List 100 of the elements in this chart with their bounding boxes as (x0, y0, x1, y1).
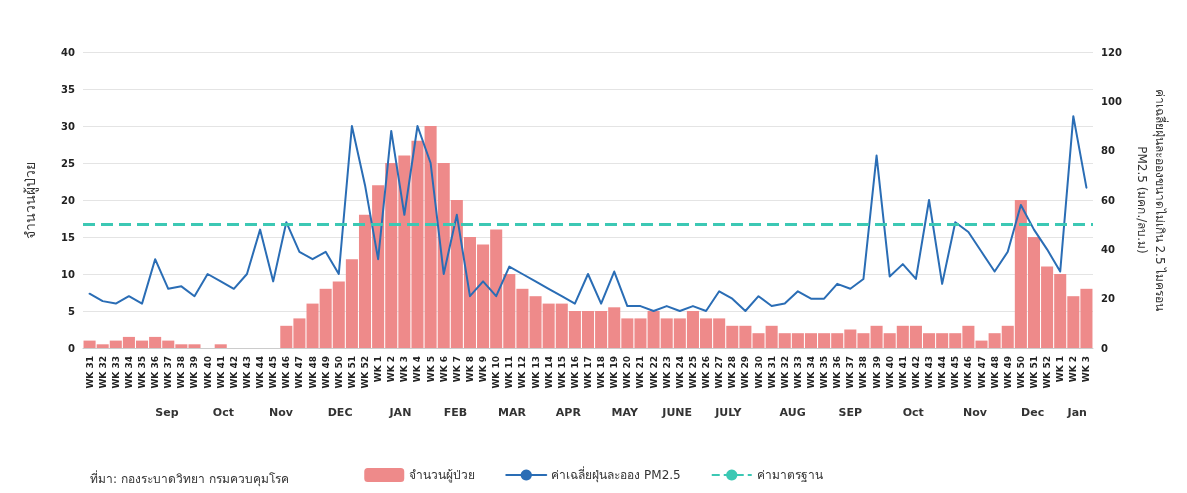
text: FEB (443, 405, 468, 419)
x-tick-label: WK 31 (766, 356, 777, 389)
x-tick-label: WK 20 (622, 356, 633, 389)
text: Oct (212, 405, 234, 419)
x-tick-label: WK 32 (779, 356, 790, 389)
x-tick-label: WK 36 (150, 356, 161, 389)
y2-tick-label: 100 (1101, 95, 1122, 107)
x-tick-label: WK 43 (241, 356, 252, 389)
x-tick-label: WK 6 (438, 356, 449, 383)
x-tick-label: WK 45 (268, 356, 279, 389)
x-tick-label: WK 51 (346, 356, 357, 389)
y2-tick-label: 80 (1101, 145, 1115, 157)
x-tick-label: WK 23 (661, 356, 672, 389)
x-tick-label: WK 37 (845, 356, 856, 389)
y-tick-label: 10 (61, 268, 76, 280)
x-tick-label: WK 47 (294, 356, 305, 389)
x-tick-label: WK 43 (924, 356, 935, 389)
y2-tick-label: 120 (1101, 46, 1122, 58)
text: APR (555, 405, 582, 419)
x-tick-label: WK 18 (596, 356, 607, 389)
text: Dec (1021, 405, 1045, 419)
y-tick-label: 0 (68, 342, 76, 354)
x-tick-label: WK 42 (910, 356, 921, 389)
text: JULY (714, 405, 743, 419)
x-tick-label: WK 52 (1042, 356, 1053, 389)
x-tick-label: WK 46 (963, 356, 974, 389)
x-tick-label: WK 38 (176, 356, 187, 389)
x-tick-label: WK 41 (215, 356, 226, 389)
y-axis-title: จำนวนผู้ป่วย (22, 161, 39, 239)
x-tick-label: WK 35 (819, 356, 830, 389)
x-tick-label: WK 41 (897, 356, 908, 389)
line-series (88, 115, 1088, 312)
x-tick-label: WK 12 (517, 356, 528, 389)
y2-axis-title: ค่าเฉลี่ยฝุ่นละอองขนาดไม่เกิน 2.5 ไมครอน PM2.5 (มคก./ลบ.ม) (1134, 88, 1169, 312)
x-tick-label: WK 48 (989, 356, 1000, 389)
x-tick-label: WK 5 (425, 356, 436, 383)
x-tick-label: WK 36 (832, 356, 843, 389)
x-tick-label: WK 44 (937, 356, 948, 389)
x-tick-label: WK 24 (674, 356, 685, 389)
x-tick-label: WK 49 (320, 356, 331, 389)
x-tick-label: WK 50 (333, 356, 344, 389)
y-tick-label: 20 (61, 194, 76, 206)
text: Oct (902, 405, 924, 419)
y-tick-label: 40 (61, 46, 76, 58)
x-tick-label: WK 37 (163, 356, 174, 389)
legend-label: จำนวนผู้ป่วย (409, 468, 476, 483)
x-tick-label: WK 31 (84, 356, 95, 389)
x-tick-label: WK 1 (1055, 356, 1066, 383)
x-tick-label: WK 39 (871, 356, 882, 389)
x-tick-label: WK 28 (727, 356, 738, 389)
x-tick-label: WK 32 (97, 356, 108, 389)
x-tick-label: WK 45 (950, 356, 961, 389)
x-tick-label: WK 11 (504, 356, 515, 389)
legend-label: ค่าเฉลี่ยฝุ่นละออง PM2.5 (551, 466, 681, 483)
x-tick-label: WK 2 (386, 356, 397, 383)
x-tick-label: WK 35 (137, 356, 148, 389)
x-tick-label: WK 8 (464, 356, 475, 383)
text: SEP (838, 405, 863, 419)
x-tick-label: WK 38 (858, 356, 869, 389)
x-tick-label: WK 1 (373, 356, 384, 383)
y2-tick-label: 0 (1101, 342, 1108, 354)
x-tick-label: WK 40 (202, 356, 213, 389)
y-tick-label: 15 (61, 231, 76, 243)
x-tick-label: WK 34 (123, 356, 134, 389)
text: DEC (327, 405, 353, 419)
text: JUNE (661, 405, 693, 419)
x-tick-label: WK 33 (792, 356, 803, 389)
text: Sep (155, 405, 179, 419)
text: AUG (779, 405, 806, 419)
x-tick-label: WK 3 (399, 356, 410, 383)
x-tick-label: WK 46 (281, 356, 292, 389)
y2-tick-label: 20 (1101, 293, 1115, 305)
text: ที่มา: กองระบาดวิทยา กรมควบคุมโรค (90, 470, 289, 487)
x-tick-label: WK 39 (189, 356, 200, 389)
x-tick-label: WK 15 (556, 356, 567, 389)
x-tick-label: WK 9 (478, 356, 489, 383)
x-tick-label: WK 30 (753, 356, 764, 389)
x-tick-label: WK 29 (740, 356, 751, 389)
x-tick-label: WK 44 (255, 356, 266, 389)
x-tick-label: WK 14 (543, 356, 554, 389)
y2-tick-label: 40 (1101, 243, 1115, 255)
text: Nov (269, 405, 294, 419)
x-tick-label: WK 42 (228, 356, 239, 389)
x-tick-label: WK 52 (360, 356, 371, 389)
x-tick-label: WK 26 (701, 356, 712, 389)
y-tick-label: 5 (68, 305, 76, 317)
legend-label: ค่ามาตรฐาน (756, 468, 823, 482)
x-tick-label: WK 33 (110, 356, 121, 389)
x-tick-label: WK 19 (609, 356, 620, 389)
x-tick-label: WK 2 (1068, 356, 1079, 383)
x-tick-label: WK 22 (648, 356, 659, 389)
text: MAR (497, 405, 527, 419)
text: Jan (1066, 405, 1087, 419)
x-tick-label: WK 10 (491, 356, 502, 389)
y-tick-label: 35 (61, 83, 76, 95)
x-tick-label: WK 21 (635, 356, 646, 389)
x-tick-label: WK 17 (583, 356, 593, 389)
x-tick-label: WK 16 (569, 356, 580, 389)
x-tick-label: WK 34 (805, 356, 816, 389)
x-tick-label: WK 4 (412, 356, 423, 383)
